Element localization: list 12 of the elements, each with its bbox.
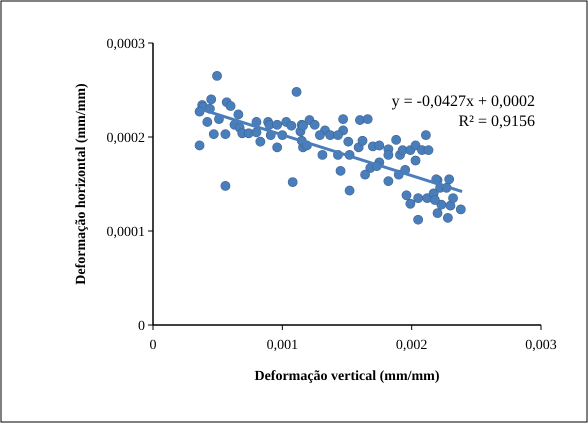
- x-tick-label: 0,001: [266, 338, 298, 353]
- annotation: R² = 0,9156: [458, 113, 535, 130]
- x-tick-label: 0: [150, 338, 156, 353]
- y-tick-label: 0,0002: [106, 130, 145, 146]
- y-tick-label: 0,0001: [106, 224, 145, 240]
- y-tick-label: 0,0003: [106, 36, 145, 52]
- y-tick-label: 0: [138, 318, 145, 334]
- y-axis-title: Deformação horizontal (mm/mm): [74, 82, 89, 285]
- x-tick-label: 0,002: [396, 338, 428, 353]
- annotation: y = -0,0427x + 0,0002: [392, 93, 535, 110]
- x-axis-title: Deformação vertical (mm/mm): [254, 369, 440, 384]
- x-tick-label: 0,003: [525, 338, 557, 353]
